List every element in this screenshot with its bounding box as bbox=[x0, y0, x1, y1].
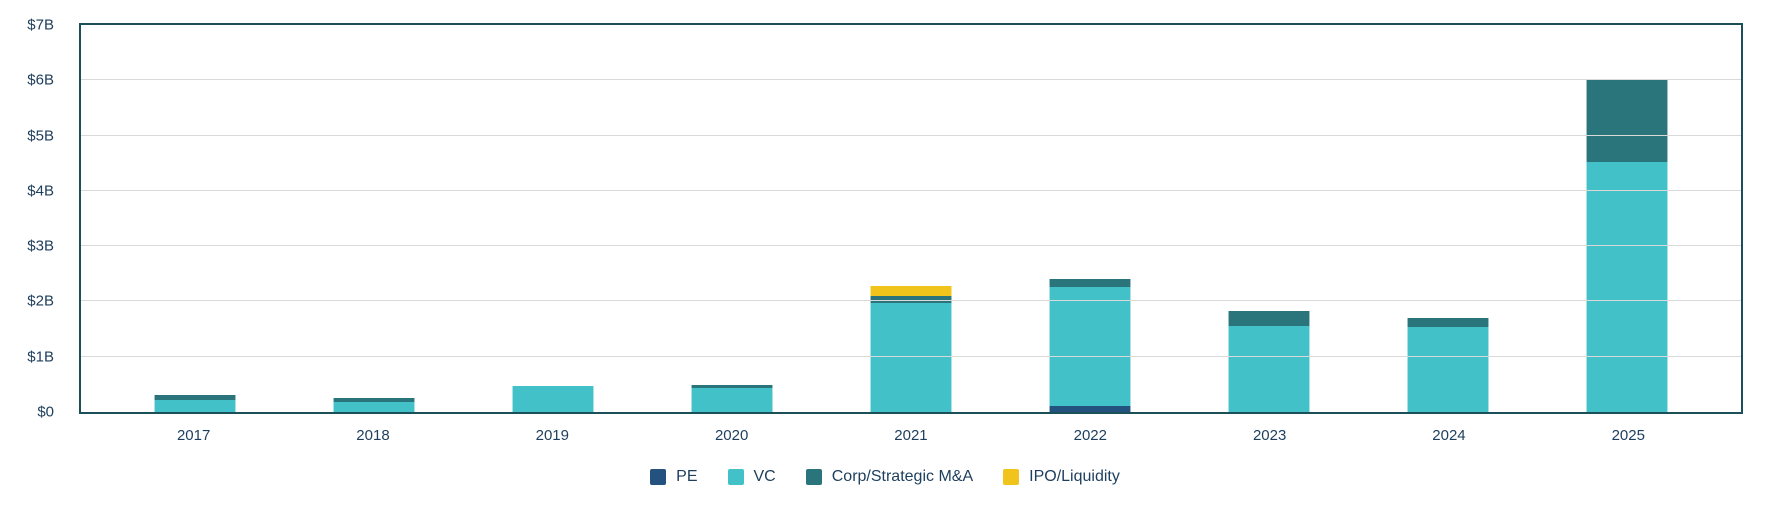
stacked-bar-2023[interactable] bbox=[1227, 311, 1310, 412]
bar-segment-pe-2022[interactable] bbox=[1048, 406, 1131, 412]
bar-segment-vc-2025[interactable] bbox=[1585, 162, 1668, 412]
bar-segment-corp-strategic-m-a-2020[interactable] bbox=[691, 385, 774, 389]
y-axis-tick-label: $6B bbox=[27, 71, 54, 89]
chart-legend: PE VC Corp/Strategic M&A IPO/Liquidity bbox=[0, 462, 1770, 492]
bar-segment-vc-2023[interactable] bbox=[1227, 326, 1310, 412]
bar-segment-vc-2021[interactable] bbox=[870, 302, 952, 412]
gridline bbox=[81, 355, 1741, 357]
x-axis-label-2021: 2021 bbox=[894, 427, 928, 444]
x-axis: 2017 2018 2019 2020 2021 2022 2023 2024 2025 bbox=[79, 421, 1743, 445]
legend-swatch-ipo-liquidity bbox=[1003, 469, 1020, 485]
y-axis-tick-label: $3B bbox=[27, 237, 54, 255]
bar-band-2021 bbox=[822, 25, 1001, 412]
x-axis-label-2020: 2020 bbox=[714, 427, 749, 444]
bar-band-2025 bbox=[1537, 25, 1716, 412]
plot-area bbox=[79, 23, 1743, 414]
gridline bbox=[81, 134, 1741, 136]
bar-segment-corp-strategic-m-a-2021[interactable] bbox=[870, 296, 952, 303]
bar-band-2020 bbox=[643, 25, 822, 412]
y-axis: $0 $1B $2B $3B $4B $5B $6B $7B bbox=[0, 17, 62, 421]
bar-segment-corp-strategic-m-a-2018[interactable] bbox=[333, 397, 416, 402]
legend-item-pe[interactable]: PE bbox=[650, 468, 698, 486]
bar-segment-vc-2022[interactable] bbox=[1048, 287, 1131, 407]
bar-bands bbox=[81, 25, 1741, 412]
bar-segment-vc-2024[interactable] bbox=[1406, 327, 1489, 412]
x-axis-label-2024: 2024 bbox=[1432, 427, 1466, 444]
legend-label: VC bbox=[753, 468, 776, 485]
bar-segment-corp-strategic-m-a-2025[interactable] bbox=[1585, 80, 1668, 163]
x-axis-label-2019: 2019 bbox=[535, 427, 569, 444]
legend-label: Corp/Strategic M&A bbox=[831, 468, 974, 485]
gridline bbox=[81, 79, 1741, 81]
stacked-bar-2024[interactable] bbox=[1406, 318, 1489, 412]
y-axis-tick-label: $7B bbox=[27, 16, 54, 34]
bar-segment-vc-2020[interactable] bbox=[691, 388, 774, 412]
bar-band-2022 bbox=[1000, 25, 1179, 412]
x-axis-label-2022: 2022 bbox=[1073, 427, 1107, 444]
bar-band-2024 bbox=[1358, 25, 1537, 412]
legend-swatch-vc bbox=[727, 469, 744, 485]
stacked-bar-2018[interactable] bbox=[333, 397, 416, 412]
stacked-bar-2019[interactable] bbox=[512, 386, 595, 412]
y-axis-tick-label: $4B bbox=[27, 182, 54, 200]
legend-swatch-pe bbox=[650, 469, 667, 485]
stacked-bar-2021[interactable] bbox=[870, 285, 952, 412]
y-axis-tick-label: $5B bbox=[27, 127, 54, 145]
stacked-bar-2025[interactable] bbox=[1585, 80, 1668, 412]
x-axis-label-2023: 2023 bbox=[1252, 427, 1287, 444]
bar-band-2018 bbox=[285, 25, 464, 412]
stacked-bar-2017[interactable] bbox=[154, 395, 237, 412]
bar-band-2023 bbox=[1179, 25, 1358, 412]
gridline bbox=[81, 245, 1741, 247]
bar-segment-ipo-liquidity-2021[interactable] bbox=[870, 285, 952, 297]
bar-band-2019 bbox=[464, 25, 643, 412]
y-axis-tick-label: $0 bbox=[37, 403, 54, 421]
legend-item-ipo-liquidity[interactable]: IPO/Liquidity bbox=[1003, 468, 1120, 486]
bar-segment-corp-strategic-m-a-2017[interactable] bbox=[154, 395, 237, 400]
gridline bbox=[81, 300, 1741, 302]
legend-item-vc[interactable]: VC bbox=[727, 468, 776, 486]
x-axis-label-2017: 2017 bbox=[176, 427, 211, 444]
stacked-bar-2020[interactable] bbox=[691, 385, 774, 412]
bar-segment-vc-2019[interactable] bbox=[512, 386, 595, 412]
bar-segment-vc-2018[interactable] bbox=[333, 401, 416, 412]
bar-segment-vc-2017[interactable] bbox=[154, 399, 237, 412]
bar-segment-corp-strategic-m-a-2022[interactable] bbox=[1048, 279, 1131, 288]
gridline bbox=[81, 189, 1741, 191]
legend-item-corp-strategic-m-a[interactable]: Corp/Strategic M&A bbox=[805, 468, 974, 486]
legend-label: IPO/Liquidity bbox=[1029, 468, 1120, 485]
y-axis-tick-label: $2B bbox=[27, 292, 54, 310]
x-axis-label-2025: 2025 bbox=[1611, 427, 1645, 444]
stacked-bar-2022[interactable] bbox=[1048, 279, 1131, 412]
bar-band-2017 bbox=[106, 25, 285, 412]
y-axis-tick-label: $1B bbox=[27, 348, 54, 366]
bar-segment-corp-strategic-m-a-2023[interactable] bbox=[1227, 311, 1310, 327]
legend-label: PE bbox=[676, 468, 698, 485]
x-axis-label-2018: 2018 bbox=[356, 427, 390, 444]
legend-swatch-corp-strategic-m-a bbox=[805, 469, 822, 485]
bar-segment-corp-strategic-m-a-2024[interactable] bbox=[1406, 318, 1489, 328]
